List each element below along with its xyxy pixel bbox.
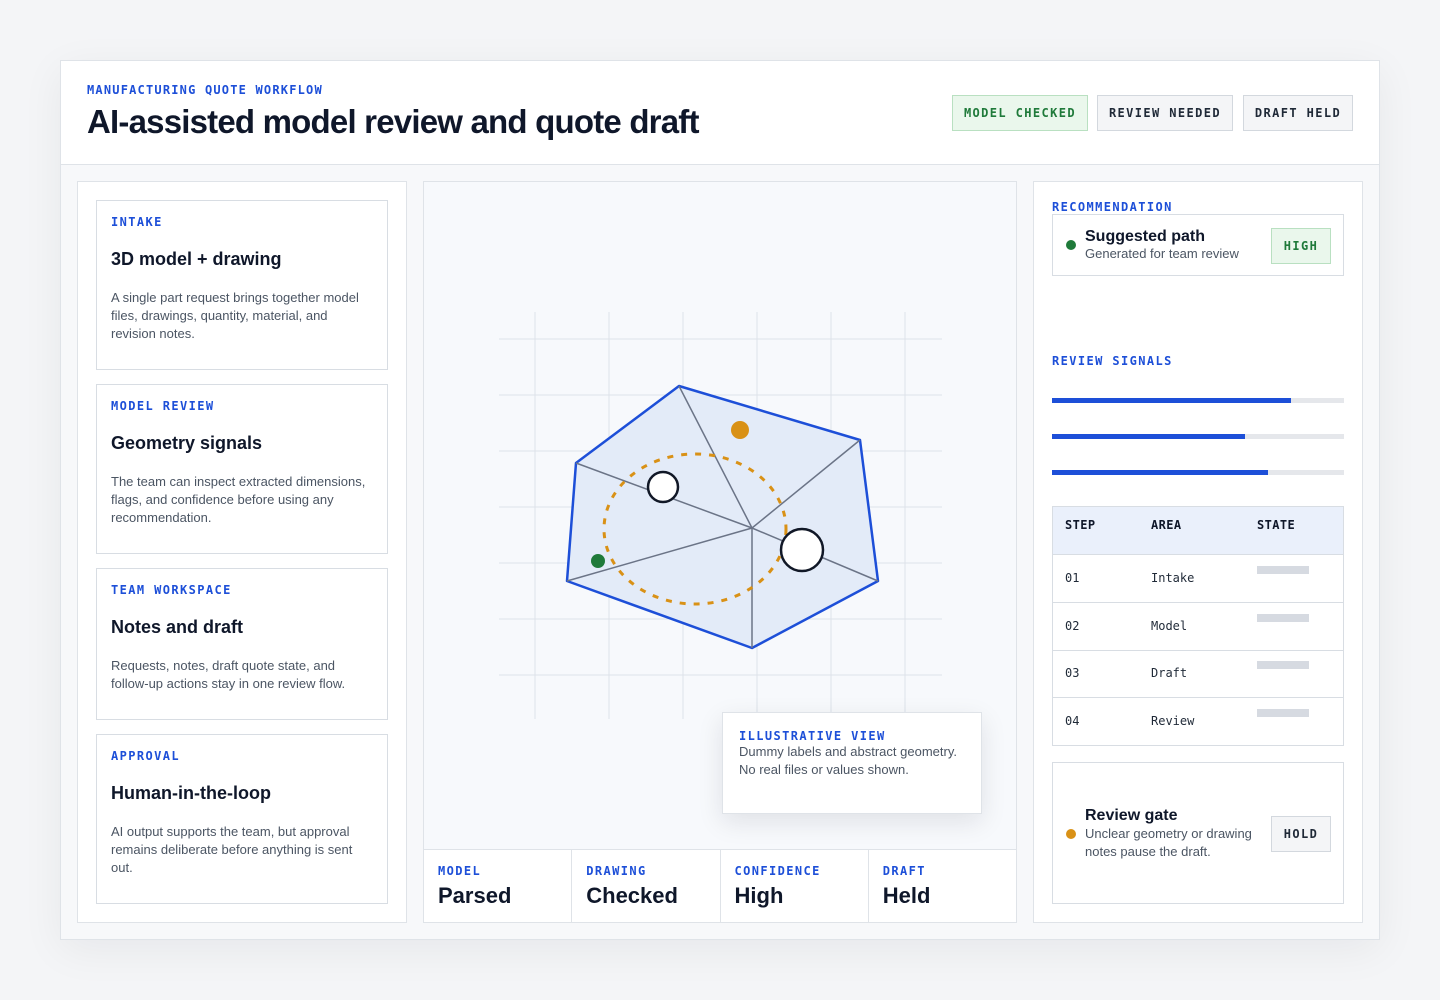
warning-signal-dot [731, 421, 749, 439]
signal-bar-fill [1052, 434, 1245, 439]
stat-drawing: DRAWING Checked [572, 850, 721, 922]
recommendation-card[interactable]: Suggested path Generated for team review… [1052, 214, 1344, 276]
stat-draft: DRAFT Held [869, 850, 1016, 922]
review-panel: RECOMMENDATION Suggested path Generated … [1033, 181, 1363, 923]
review-gate-card[interactable]: Review gate Unclear geometry or drawing … [1052, 762, 1344, 904]
stage-description: Requests, notes, draft quote state, and … [111, 658, 346, 691]
stat-value: High [734, 883, 784, 908]
stat-label: DRAWING [586, 864, 647, 878]
recommendation-title: Suggested path [1085, 228, 1206, 245]
stage-title: Geometry signals [111, 433, 263, 453]
stage-title: Human-in-the-loop [111, 783, 271, 803]
gate-subtitle: Unclear geometry or drawing notes pause … [1085, 826, 1252, 859]
state-placeholder [1257, 614, 1309, 622]
stage-description: The team can inspect extracted dimension… [111, 474, 366, 525]
stat-label: CONFIDENCE [734, 864, 821, 878]
stage-card-team-workspace[interactable]: TEAM WORKSPACE Notes and draft Requests,… [96, 568, 388, 720]
confidence-badge: HIGH [1271, 228, 1331, 264]
stat-value: Checked [586, 883, 678, 908]
step-number: 03 [1065, 666, 1080, 680]
tolerance-zone [602, 452, 788, 606]
stat-value: Held [882, 883, 931, 908]
workflow-stages-panel: INTAKE 3D model + drawing A single part … [77, 181, 407, 923]
step-area: Review [1151, 714, 1195, 728]
facet-edge [566, 527, 753, 582]
table-row[interactable]: 03 Draft [1053, 650, 1343, 698]
table-row[interactable]: 02 Model [1053, 603, 1343, 651]
model-geometry-view[interactable] [424, 182, 1016, 842]
signal-bar-fill [1052, 470, 1269, 475]
warning-dot-icon [1066, 829, 1076, 839]
badge-review-needed: REVIEW NEEDED [1097, 95, 1233, 131]
stage-card-intake[interactable]: INTAKE 3D model + drawing A single part … [96, 200, 388, 370]
recommendation-subtitle: Generated for team review [1085, 246, 1239, 261]
signal-bar-fill [1052, 398, 1292, 403]
step-number: 02 [1065, 619, 1080, 633]
note-body: Dummy labels and abstract geometry. No r… [739, 744, 957, 777]
illustrative-view-note: ILLUSTRATIVE VIEW Dummy labels and abstr… [722, 712, 982, 814]
stat-model: MODEL Parsed [424, 850, 573, 922]
page-eyebrow: MANUFACTURING QUOTE WORKFLOW [87, 83, 323, 97]
review-signals-label: REVIEW SIGNALS [1052, 354, 1173, 368]
table-row[interactable]: 01 Intake [1053, 555, 1343, 603]
status-dot-icon [1066, 240, 1076, 250]
state-placeholder [1257, 566, 1309, 574]
stat-label: MODEL [438, 864, 482, 878]
facet-edge [751, 439, 861, 529]
step-area: Model [1151, 619, 1188, 633]
app-frame: MANUFACTURING QUOTE WORKFLOW AI-assisted… [60, 60, 1380, 940]
feature-marker-large [779, 527, 825, 573]
badge-model-checked: MODEL CHECKED [952, 95, 1088, 131]
column-header-state: STATE [1257, 518, 1296, 532]
stage-kicker: INTAKE [111, 215, 163, 229]
signal-bar-1 [1052, 398, 1344, 403]
badge-draft-held: DRAFT HELD [1243, 95, 1353, 131]
stat-value: Parsed [438, 883, 512, 908]
step-area: Intake [1151, 571, 1195, 585]
stage-card-approval[interactable]: APPROVAL Human-in-the-loop AI output sup… [96, 734, 388, 904]
step-number: 01 [1065, 571, 1080, 585]
model-viewer-panel: ILLUSTRATIVE VIEW Dummy labels and abstr… [423, 181, 1017, 923]
stage-title: Notes and draft [111, 617, 244, 637]
status-summary-bar: MODEL Parsed DRAWING Checked CONFIDENCE … [424, 849, 1016, 922]
ok-signal-dot [591, 554, 605, 568]
stat-label: DRAFT [882, 864, 926, 878]
column-header-area: AREA [1151, 518, 1182, 532]
stage-description: AI output supports the team, but approva… [111, 824, 353, 875]
signal-bar-2 [1052, 434, 1344, 439]
state-placeholder [1257, 661, 1309, 669]
step-area: Draft [1151, 666, 1188, 680]
page-title: AI-assisted model review and quote draft [87, 103, 699, 140]
review-steps-table: STEP AREA STATE 01 Intake 02 Model 03 Dr… [1052, 506, 1344, 746]
step-number: 04 [1065, 714, 1080, 728]
column-header-step: STEP [1065, 518, 1096, 532]
stage-card-model-review[interactable]: MODEL REVIEW Geometry signals The team c… [96, 384, 388, 554]
note-title: ILLUSTRATIVE VIEW [739, 729, 886, 743]
gate-state-badge: HOLD [1271, 816, 1331, 852]
recommendation-label: RECOMMENDATION [1052, 200, 1173, 214]
stage-kicker: MODEL REVIEW [111, 399, 215, 413]
stage-title: 3D model + drawing [111, 249, 282, 269]
stage-kicker: APPROVAL [111, 749, 180, 763]
signal-bar-3 [1052, 470, 1344, 475]
gate-title: Review gate [1085, 807, 1178, 824]
header: MANUFACTURING QUOTE WORKFLOW AI-assisted… [61, 61, 1379, 165]
feature-marker-small [646, 470, 680, 504]
stage-kicker: TEAM WORKSPACE [111, 583, 232, 597]
table-row[interactable]: 04 Review [1053, 698, 1343, 746]
stat-confidence: CONFIDENCE High [721, 850, 869, 922]
facet-edge [678, 385, 753, 529]
table-header: STEP AREA STATE [1053, 507, 1343, 555]
stage-description: A single part request brings together mo… [111, 290, 359, 341]
state-placeholder [1257, 709, 1309, 717]
